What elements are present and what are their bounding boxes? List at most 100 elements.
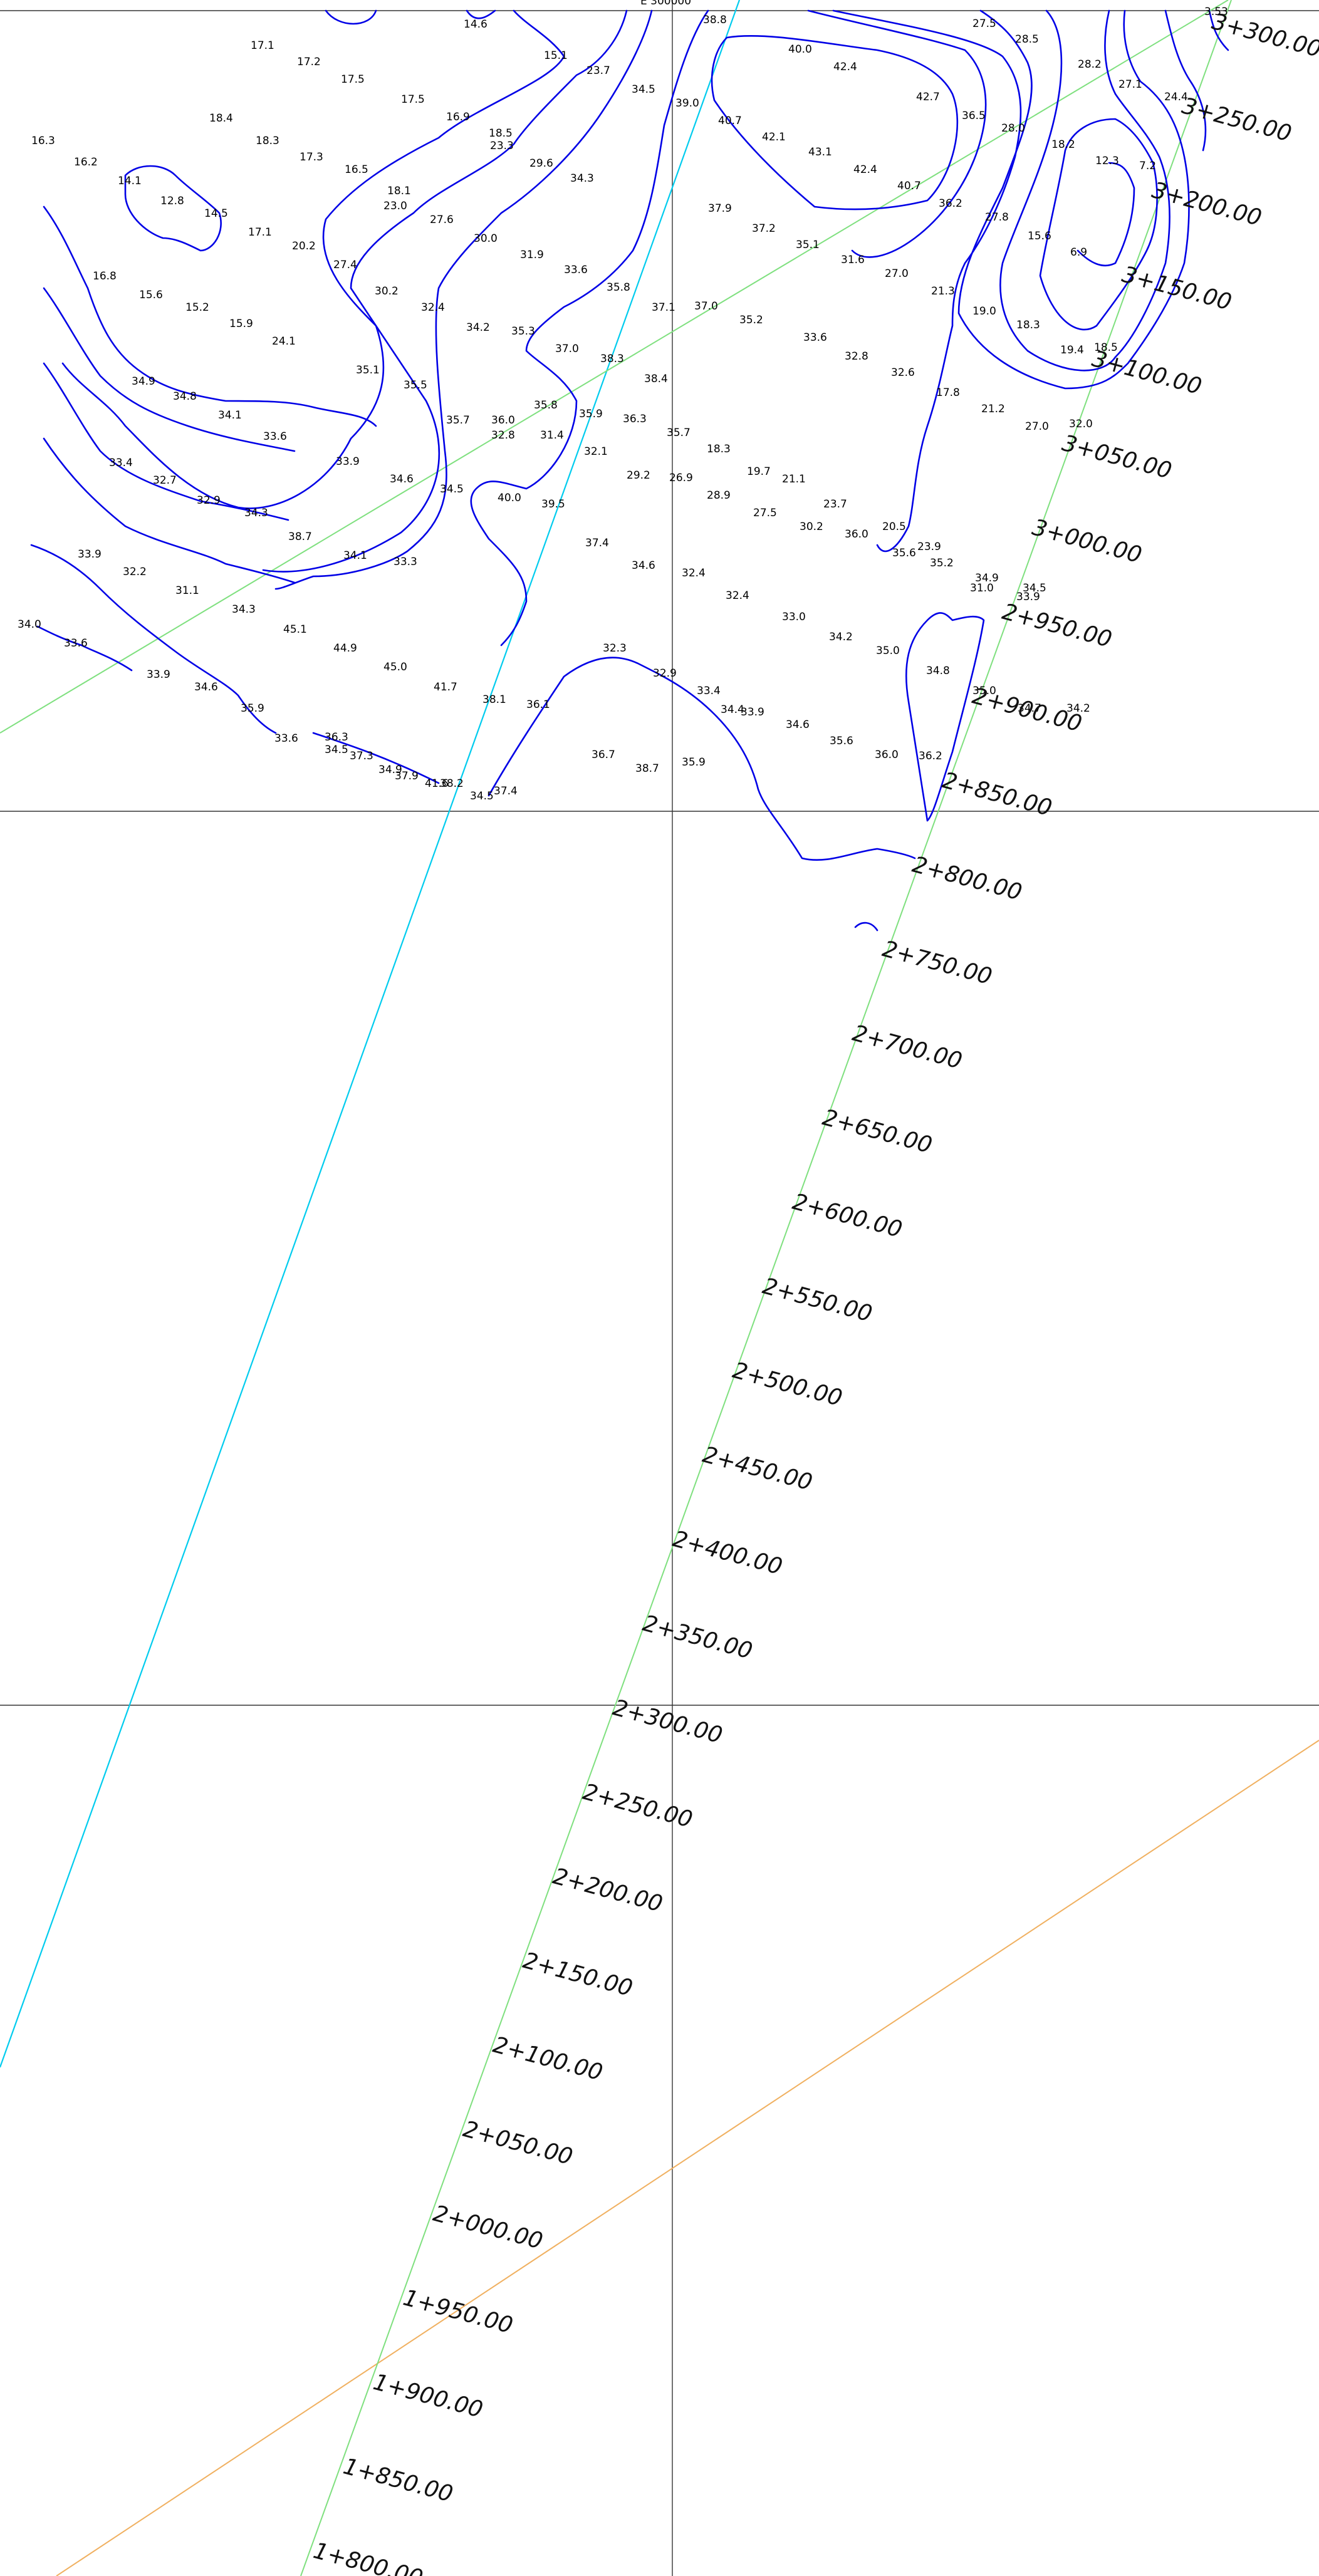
spot-elevation-label: 37.9: [395, 770, 419, 782]
spot-elevation-label: 31.1: [175, 584, 199, 597]
spot-elevation-label: 31.0: [970, 582, 994, 595]
spot-elevation-label: 36.0: [875, 749, 899, 761]
spot-elevation-label: 34.2: [466, 321, 490, 334]
spot-elevation-label: 35.1: [796, 239, 820, 251]
contour-line: [1164, 9, 1207, 152]
spot-elevation-label: 44.9: [333, 642, 357, 655]
spot-elevation-label: 16.5: [345, 164, 368, 176]
spot-elevation-label: 36.7: [592, 749, 615, 761]
spot-elevation-label: 37.9: [708, 202, 732, 215]
spot-elevation-label: 28.2: [1078, 58, 1102, 71]
spot-elevation-label: 32.8: [845, 350, 868, 363]
contour-line: [312, 732, 440, 784]
spot-elevation-label: 35.0: [972, 685, 996, 697]
boundary-line: [56, 1740, 1319, 2576]
spot-elevation-label: 34.6: [786, 719, 810, 731]
spot-elevation-label: 23.7: [587, 65, 610, 77]
spot-elevation-label: 39.5: [541, 498, 565, 511]
spot-elevation-label: 34.9: [132, 375, 155, 388]
spot-elevation-label: 30.2: [375, 285, 399, 298]
spot-elevation-label: 27.0: [885, 267, 909, 280]
spot-elevation-label: 32.4: [421, 301, 445, 314]
contour-line: [43, 437, 296, 584]
spot-elevation-label: 24.1: [272, 335, 296, 348]
contour-line: [43, 362, 289, 521]
spot-elevation-label: 34.6: [194, 681, 218, 693]
spot-elevation-label: 32.9: [653, 667, 677, 680]
contour-line: [36, 625, 133, 672]
spot-elevation-label: 33.6: [803, 331, 827, 344]
spot-elevation-label: 17.1: [251, 39, 274, 52]
spot-elevation-label: 32.4: [726, 589, 749, 602]
spot-elevation-label: 34.9: [378, 764, 402, 776]
grid-easting-label: E 300000: [640, 0, 691, 8]
spot-elevation-label: 16.2: [74, 156, 98, 169]
spot-elevation-label: 16.9: [446, 111, 470, 123]
spot-elevation-label: 34.6: [632, 559, 655, 572]
contour-line: [832, 9, 1022, 553]
spot-elevation-label: 32.3: [603, 642, 627, 655]
edge-line: [0, 0, 741, 2068]
spot-elevation-label: 17.5: [401, 93, 425, 106]
spot-elevation-label: 41.7: [434, 681, 457, 693]
spot-elevation-label: 42.7: [916, 91, 940, 103]
spot-elevation-label: 32.4: [682, 567, 706, 579]
contour-line: [711, 34, 959, 210]
spot-elevation-label: 34.2: [1066, 702, 1090, 715]
spot-elevation-label: 33.6: [274, 732, 298, 745]
spot-elevation-label: 20.2: [292, 240, 316, 252]
spot-elevation-label: 34.5: [440, 483, 464, 496]
spot-elevation-label: 34.0: [18, 618, 41, 631]
spot-elevation-label: 34.8: [926, 665, 950, 677]
spot-elevation-label: 35.3: [511, 325, 535, 338]
spot-elevation-label: 16.3: [31, 135, 55, 147]
spot-elevation-label: 19.0: [972, 305, 996, 318]
spot-elevation-label: 23.3: [490, 140, 514, 152]
spot-elevation-label: 21.1: [782, 473, 806, 486]
spot-elevation-label: 34.5: [632, 83, 655, 96]
spot-elevation-label: 35.1: [356, 364, 380, 377]
alignment-centerline: [300, 0, 1232, 2576]
contour-line: [807, 9, 987, 258]
alignment-line: [0, 0, 1229, 734]
contour-line: [274, 9, 653, 590]
spot-elevation-label: 34.4: [721, 704, 744, 716]
spot-elevation-label: 30.0: [474, 232, 498, 245]
spot-elevation-label: 30.2: [800, 521, 823, 533]
spot-elevation-label: 21.3: [931, 285, 955, 298]
spot-elevation-label: 37.4: [494, 785, 518, 797]
spot-elevation-label: 35.2: [930, 557, 954, 569]
spot-elevation-label: 36.2: [939, 197, 962, 210]
spot-elevation-label: 42.1: [762, 131, 786, 143]
spot-elevation-label: 43.1: [808, 146, 832, 158]
spot-elevation-label: 38.2: [440, 777, 464, 790]
contour-line: [470, 9, 709, 647]
spot-elevation-label: 40.7: [718, 115, 742, 127]
spot-elevation-label: 32.1: [584, 445, 608, 458]
spot-elevation-label: 27.6: [430, 214, 454, 226]
spot-elevation-label: 18.3: [1016, 319, 1040, 331]
spot-elevation-label: 32.8: [491, 429, 515, 442]
spot-elevation-label: 31.6: [841, 254, 865, 266]
spot-elevation-label: 7.2: [1139, 160, 1156, 172]
spot-elevation-label: 17.8: [936, 387, 960, 399]
spot-elevation-label: 31.9: [520, 249, 544, 261]
contour-line: [487, 657, 916, 861]
contour-line: [1077, 162, 1135, 267]
contour-line: [124, 165, 222, 252]
contour-line: [30, 544, 277, 734]
spot-elevation-label: 45.1: [283, 623, 307, 636]
spot-elevation-label: 19.4: [1060, 344, 1084, 356]
spot-elevation-label: 18.2: [1051, 138, 1075, 151]
spot-elevation-label: 42.4: [833, 61, 857, 73]
spot-elevation-label: 34.5: [1023, 582, 1046, 595]
spot-elevation-label: 27.1: [1118, 78, 1142, 91]
spot-elevation-label: 17.2: [297, 56, 321, 68]
spot-elevation-label: 14.6: [464, 18, 487, 31]
spot-elevation-label: 18.5: [1094, 341, 1118, 354]
contour-line: [1039, 118, 1158, 331]
spot-elevation-label: 15.9: [229, 318, 253, 330]
contour-line: [957, 9, 1190, 390]
spot-elevation-label: 34.5: [470, 790, 494, 802]
